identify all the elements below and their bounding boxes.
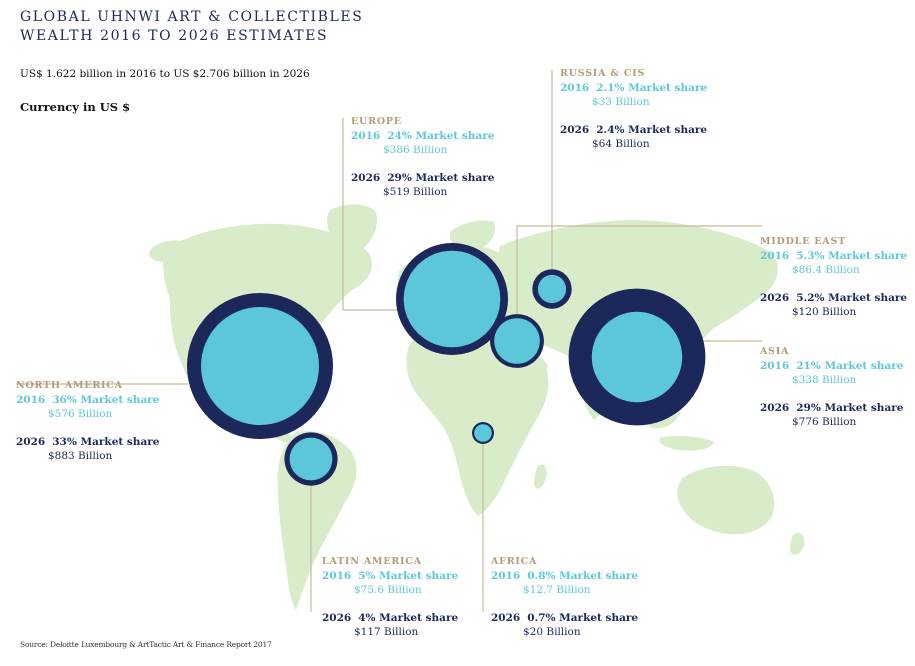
africa-callout: AFRICA 2016 0.8% Market share $12.7 Billion… (491, 554, 638, 639)
landmass-japan (706, 294, 723, 323)
russia-cis-2026-value: $64 Billion (592, 138, 650, 150)
asia-2026-year: 2026 (760, 402, 790, 414)
latin-america-bubble-2016 (289, 437, 333, 481)
north-america-2026-share: 33% Market share (52, 436, 160, 448)
latin-america-2016-year: 2016 (322, 570, 352, 582)
middle-east-bubble-2016 (494, 318, 540, 364)
latin-america-2026-share: 4% Market share (358, 612, 459, 624)
asia-callout: ASIA 2016 21% Market share $338 Billion 2026… (760, 344, 903, 429)
chart-title-line-2: WEALTH 2016 TO 2026 ESTIMATES (20, 28, 329, 44)
europe-2026-value: $519 Billion (383, 186, 448, 198)
europe-2016-value: $386 Billion (383, 144, 448, 156)
africa-2016-share: 0.8% Market share (527, 570, 639, 582)
asia-region-name: ASIA (760, 346, 790, 357)
north-america-2026-year: 2026 (16, 436, 46, 448)
north-america-region-name: NORTH AMERICA (16, 380, 123, 391)
middle-east-2026-share: 5.2% Market share (796, 292, 908, 304)
landmass-indonesia (659, 435, 714, 451)
source-note: Source: Deloitte Luxembourg & ArtTactic … (20, 640, 272, 649)
latin-america-2016-share: 5% Market share (358, 570, 459, 582)
europe-callout: EUROPE 2016 24% Market share $386 Billion 20… (351, 114, 494, 199)
north-america-2016-share: 36% Market share (52, 394, 160, 406)
latin-america-2026-year: 2026 (322, 612, 352, 624)
latin-america-2016-value: $75.6 Billion (354, 584, 422, 596)
north-america-2026-value: $883 Billion (48, 450, 113, 462)
asia-bubble-2016 (591, 311, 683, 403)
europe-bubble-2016 (403, 250, 501, 348)
europe-region-name: EUROPE (351, 116, 402, 127)
russia-cis-2016-share: 2.1% Market share (596, 82, 708, 94)
middle-east-callout: MIDDLE EAST 2016 5.3% Market share $86.4 Bi… (760, 234, 907, 319)
middle-east-region-name: MIDDLE EAST (760, 236, 847, 247)
russia-cis-bubble-2016 (537, 274, 567, 304)
asia-2026-value: $776 Billion (792, 416, 857, 428)
europe-leader-line (342, 118, 410, 311)
africa-2026-year: 2026 (491, 612, 521, 624)
africa-bubble-2016 (474, 424, 492, 442)
russia-cis-2016-year: 2016 (560, 82, 590, 94)
callout-leader-lines (16, 70, 762, 612)
chart-title: GLOBAL UHNWI ART & COLLECTIBLES WEALTH 2… (20, 8, 363, 46)
middle-east-2016-year: 2016 (760, 250, 790, 262)
landmass-australia (677, 465, 775, 535)
landmass-madagascar (534, 464, 547, 489)
north-america-bubble-2016 (201, 307, 319, 425)
europe-2026-share: 29% Market share (387, 172, 495, 184)
africa-region-name: AFRICA (491, 556, 538, 567)
africa-2016-year: 2016 (491, 570, 521, 582)
asia-2016-year: 2016 (760, 360, 790, 372)
chart-title-line-1: GLOBAL UHNWI ART & COLLECTIBLES (20, 9, 364, 25)
africa-2026-value: $20 Billion (523, 626, 581, 638)
asia-2016-share: 21% Market share (796, 360, 904, 372)
russia-cis-region-name: RUSSIA & CIS (560, 68, 646, 79)
currency-note: Currency in US $ (20, 100, 131, 114)
asia-2016-value: $338 Billion (792, 374, 857, 386)
north-america-2016-value: $576 Billion (48, 408, 113, 420)
russia-cis-callout: RUSSIA & CIS 2016 2.1% Market share $33 Bil… (560, 66, 707, 151)
north-america-2016-year: 2016 (16, 394, 46, 406)
middle-east-2016-share: 5.3% Market share (796, 250, 908, 262)
landmass-greenland (327, 204, 378, 253)
chart-subtitle: US$ 1.622 billion in 2016 to US $2.706 b… (20, 68, 310, 80)
landmass-new-zealand (790, 532, 805, 555)
middle-east-2026-year: 2026 (760, 292, 790, 304)
europe-2016-share: 24% Market share (387, 130, 495, 142)
russia-cis-2026-year: 2026 (560, 124, 590, 136)
russia-cis-2016-value: $33 Billion (592, 96, 650, 108)
landmass-alaska (149, 240, 190, 262)
middle-east-2026-value: $120 Billion (792, 306, 857, 318)
russia-cis-2026-share: 2.4% Market share (596, 124, 708, 136)
europe-2026-year: 2026 (351, 172, 381, 184)
middle-east-2016-value: $86.4 Billion (792, 264, 860, 276)
market-bubbles (187, 243, 706, 486)
latin-america-2026-value: $117 Billion (354, 626, 419, 638)
latin-america-callout: LATIN AMERICA 2016 5% Market share $75.6 Bi… (322, 554, 458, 639)
middle-east-leader-line (516, 225, 762, 328)
europe-2016-year: 2016 (351, 130, 381, 142)
africa-2016-value: $12.7 Billion (523, 584, 591, 596)
landmass-scandinavia (450, 220, 496, 251)
north-america-callout: NORTH AMERICA 2016 36% Market share $576 Bi… (16, 378, 159, 463)
africa-2026-share: 0.7% Market share (527, 612, 639, 624)
asia-2026-share: 29% Market share (796, 402, 904, 414)
latin-america-region-name: LATIN AMERICA (322, 556, 422, 567)
